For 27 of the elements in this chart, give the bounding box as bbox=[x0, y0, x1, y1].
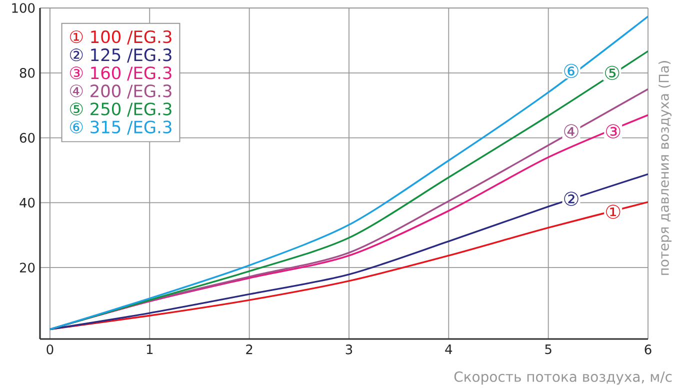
line-series bbox=[49, 173, 648, 330]
x-tick-label: 0 bbox=[46, 344, 54, 354]
text: ⑤ 250 /EG.3 bbox=[70, 102, 172, 117]
x-tick-label: 6 bbox=[644, 344, 652, 354]
annotation: ⑥ bbox=[564, 64, 578, 78]
y-tick-label: 80 bbox=[20, 68, 35, 78]
y-tick-label: 100 bbox=[12, 3, 35, 13]
text: ① 100 /EG.3 bbox=[70, 30, 172, 45]
text: ⑥ 315 /EG.3 bbox=[70, 120, 172, 135]
x-tick-label: 2 bbox=[246, 344, 252, 354]
annotation: ④ bbox=[564, 124, 578, 138]
y-tick-label: 20 bbox=[20, 262, 35, 273]
annotation: ① bbox=[606, 204, 620, 219]
y-tick-label: 60 bbox=[20, 132, 35, 143]
x-tick-label: 5 bbox=[545, 344, 552, 354]
x-tick-label: 4 bbox=[445, 344, 452, 354]
text: ② 125 /EG.3 bbox=[70, 48, 172, 63]
annotation: ⑤ bbox=[605, 66, 620, 80]
x-tick-label: 3 bbox=[346, 344, 352, 354]
x-axis-title: Скорость потока воздуха, м/с bbox=[454, 371, 672, 385]
text: ③ 160 /EG.3 bbox=[70, 66, 172, 81]
y-axis-title: потеря давления воздуха (Па) bbox=[658, 61, 672, 275]
annotation: ③ bbox=[606, 124, 620, 138]
text: ④ 200 /EG.3 bbox=[70, 84, 172, 99]
annotation: ② bbox=[564, 192, 578, 206]
x-tick-label: 1 bbox=[146, 344, 153, 354]
y-tick-label: 40 bbox=[20, 198, 35, 208]
